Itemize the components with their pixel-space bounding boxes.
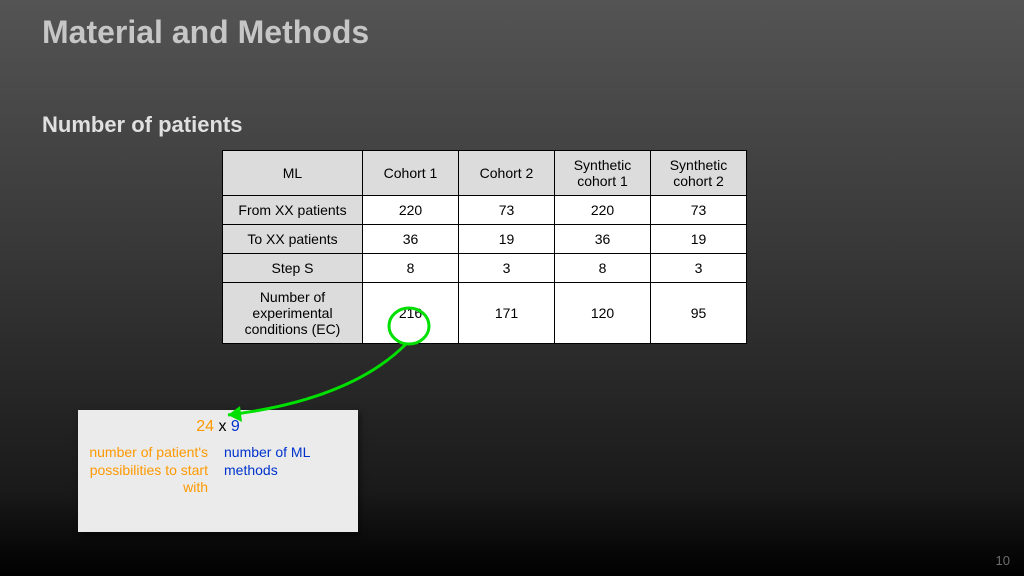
col-cohort1: Cohort 1	[363, 151, 459, 196]
cell: 220	[363, 196, 459, 225]
cell: 19	[459, 225, 555, 254]
arrow-line	[228, 344, 406, 415]
cell: 3	[459, 254, 555, 283]
cell: 73	[651, 196, 747, 225]
callout-box: 24 x 9 number of patient's possibilities…	[78, 410, 358, 532]
table-row: Step S 8 3 8 3	[223, 254, 747, 283]
col-ml: ML	[223, 151, 363, 196]
cell: 8	[555, 254, 651, 283]
callout-left-text: number of patient's possibilities to sta…	[88, 444, 208, 497]
col-cohort2: Cohort 2	[459, 151, 555, 196]
page-title: Material and Methods	[42, 14, 369, 51]
col-syn2: Synthetic cohort 2	[651, 151, 747, 196]
eq-mid: x	[214, 418, 231, 435]
cell: 3	[651, 254, 747, 283]
eq-left: 24	[196, 418, 214, 435]
cell: 36	[555, 225, 651, 254]
cell: 220	[555, 196, 651, 225]
row-label: From XX patients	[223, 196, 363, 225]
row-label: To XX patients	[223, 225, 363, 254]
cell: 36	[363, 225, 459, 254]
table-row: To XX patients 36 19 36 19	[223, 225, 747, 254]
col-syn1: Synthetic cohort 1	[555, 151, 651, 196]
page-number: 10	[996, 553, 1010, 568]
table-header-row: ML Cohort 1 Cohort 2 Synthetic cohort 1 …	[223, 151, 747, 196]
cell: 95	[651, 283, 747, 344]
section-subtitle: Number of patients	[42, 112, 242, 138]
row-label: Step S	[223, 254, 363, 283]
table-row: Number of experimental conditions (EC) 2…	[223, 283, 747, 344]
table-row: From XX patients 220 73 220 73	[223, 196, 747, 225]
eq-right: 9	[231, 418, 240, 435]
cell: 19	[651, 225, 747, 254]
cell: 171	[459, 283, 555, 344]
cell-highlighted: 216	[363, 283, 459, 344]
row-label: Number of experimental conditions (EC)	[223, 283, 363, 344]
callout-columns: number of patient's possibilities to sta…	[88, 444, 348, 497]
cell: 120	[555, 283, 651, 344]
callout-right-text: number of ML methods	[224, 444, 344, 497]
patients-table: ML Cohort 1 Cohort 2 Synthetic cohort 1 …	[222, 150, 747, 344]
cell: 73	[459, 196, 555, 225]
equation: 24 x 9	[88, 418, 348, 436]
cell: 8	[363, 254, 459, 283]
